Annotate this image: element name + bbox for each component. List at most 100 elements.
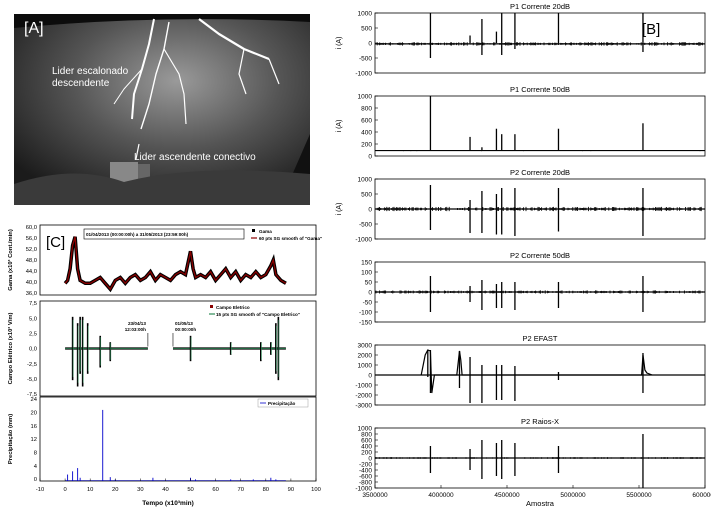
panel-c-label: [C] xyxy=(46,234,65,251)
y-tick-label: 56,0 xyxy=(26,236,37,242)
y-tick-label: 0 xyxy=(368,372,372,379)
x-tick-label: 90 xyxy=(288,487,294,493)
y-tick-label: 5,0 xyxy=(29,316,37,322)
y-tick-label: 1000 xyxy=(358,10,373,17)
y-tick-label: 1000 xyxy=(358,425,373,432)
y-tick-label: 48,0 xyxy=(26,258,37,264)
y-tick-label: 800 xyxy=(361,105,372,112)
legend-campo-smooth-label: 15 pts SG smooth of "Campo Eletrico" xyxy=(216,312,300,317)
date-range-text: 01/04/2013 (00:00:00h) a 31/05/2013 (23:… xyxy=(86,232,189,237)
y-tick-label: 1000 xyxy=(358,362,373,369)
annotation-descending-leader-line2: descendente xyxy=(52,78,110,89)
y-tick-label: 60,0 xyxy=(26,225,37,231)
plot-frame xyxy=(39,224,317,296)
x-tick-label: 3500000 xyxy=(362,492,388,499)
y-tick-label: 2000 xyxy=(358,352,373,359)
y-tick-label: 16 xyxy=(31,424,37,430)
x-tick-label: 80 xyxy=(263,487,269,493)
y-axis-label: i (A) xyxy=(336,37,343,50)
plot-frame xyxy=(39,396,317,482)
gap-end-date: 01/05/13 xyxy=(175,321,193,326)
gap-start-date: 23/04/13 xyxy=(128,321,146,326)
y-tick-label: 0 xyxy=(368,206,372,213)
x-tick-label: 70 xyxy=(238,487,244,493)
y-tick-label: 200 xyxy=(361,449,372,456)
legend-campo-marker xyxy=(210,305,213,308)
lightning-photo-svg xyxy=(14,14,310,205)
y-tick-label: 12 xyxy=(31,437,37,443)
y-tick-label: 52,0 xyxy=(26,247,37,253)
legend-gama-label: Gama xyxy=(259,229,272,234)
y-tick-label: 100 xyxy=(361,269,372,276)
y-tick-label: 0 xyxy=(368,289,372,296)
y-tick-label: -1000 xyxy=(355,236,372,243)
x-tick-label: 10 xyxy=(87,487,93,493)
legend-smooth-label: 60 pts SG smooth of "Gama" xyxy=(259,236,322,241)
y-tick-label: -600 xyxy=(359,473,372,480)
y-tick-label: 800 xyxy=(361,431,372,438)
y-axis-label: i (A) xyxy=(336,120,343,133)
panel-b-label: [B] xyxy=(642,21,660,38)
y-tick-label: 36,0 xyxy=(26,291,37,297)
y-tick-label: 24 xyxy=(31,397,38,403)
panel-a-label: [A] xyxy=(24,20,44,37)
plot-0: P1 Corrente 20dB 1000 500 0 -500 -1000 i (A) xyxy=(336,2,706,77)
y-tick-label: 600 xyxy=(361,117,372,124)
y-tick-label: -1000 xyxy=(355,70,372,77)
y-tick-label: 0 xyxy=(34,477,37,483)
y-tick-label: 4 xyxy=(34,464,38,470)
y-tick-label: -2000 xyxy=(355,392,372,399)
y-tick-label: 400 xyxy=(361,129,372,136)
lightning-photo: [A] Lider escalonado descendente Lider a… xyxy=(14,14,310,205)
y-tick-label: -800 xyxy=(359,479,372,486)
plot-1: P1 Corrente 50dB 1000 800 600 400 200 0 i (A) xyxy=(336,85,706,160)
x-axis-label: Amostra xyxy=(526,499,555,508)
y-tick-label: 0 xyxy=(368,455,372,462)
y-tick-label: 1000 xyxy=(358,93,373,100)
plot-frame xyxy=(374,95,706,157)
legend-precip-label: Precipitação xyxy=(268,401,296,406)
y-tick-label: 600 xyxy=(361,437,372,444)
plot-frame xyxy=(39,300,317,397)
legend-gama-marker xyxy=(252,229,255,232)
y-tick-label: 50 xyxy=(365,279,373,286)
x-tick-label: 40 xyxy=(162,487,168,493)
y-tick-label: 0,0 xyxy=(29,347,37,353)
legend-precip-box xyxy=(257,398,309,408)
y-axis-label: Precipitação (mm) xyxy=(8,414,14,464)
x-tick-label: 6000000 xyxy=(692,492,711,499)
y-tick-label: -100 xyxy=(359,309,372,316)
y-tick-label: 500 xyxy=(361,191,372,198)
gama-smooth-series xyxy=(64,236,287,291)
gap-end-time: 00:00:00h xyxy=(175,327,196,332)
x-tick-label: 0 xyxy=(63,487,66,493)
y-tick-label: -200 xyxy=(359,461,372,468)
x-tick-label: 20 xyxy=(112,487,118,493)
y-tick-label: 150 xyxy=(361,259,372,266)
plot-3: P2 Corrente 50dB 150 100 50 0 -50 -100 -150 xyxy=(359,251,706,326)
x-tick-label: 50 xyxy=(187,487,193,493)
plot-4: P2 EFAST 3000 2000 1000 0 -1000 -2000 -3000 xyxy=(355,334,706,409)
plot-title: P2 EFAST xyxy=(522,334,557,343)
y-tick-label: 200 xyxy=(361,141,372,148)
y-axis-label: i (A) xyxy=(336,203,343,216)
c-plot-0: 60,0 56,0 52,0 48,0 44,0 40,0 36,0 Gama (x10³ C… xyxy=(7,224,322,297)
y-tick-label: 44,0 xyxy=(26,269,37,275)
y-tick-label: -150 xyxy=(359,319,372,326)
x-tick-label: 100 xyxy=(311,487,321,493)
y-tick-label: 20 xyxy=(31,411,37,417)
plot-2: P2 Corrente 20dB 1000 500 0 -500 -1000 i (A) xyxy=(336,168,706,243)
c-plot-1: 7,5 5,0 2,5 0,0 -2,5 -5,0 -7,5 Campo Elétrico (… xyxy=(7,300,317,398)
x-tick-label: 4000000 xyxy=(428,492,454,499)
y-tick-label: 8 xyxy=(34,451,37,457)
panel-c: [C] 60,0 56,0 52,0 48,0 44,0 40,0 36,0 Gama (x10… xyxy=(0,213,330,509)
date-range-box xyxy=(83,228,245,240)
y-tick-label: -2,5 xyxy=(27,362,37,368)
y-tick-label: 0 xyxy=(368,153,372,160)
x-tick-label: 30 xyxy=(137,487,143,493)
y-tick-label: -500 xyxy=(359,55,372,62)
plot-title: P1 Corrente 20dB xyxy=(510,2,570,11)
y-tick-label: 500 xyxy=(361,25,372,32)
annotation-descending-leader-line1: Lider escalonado xyxy=(52,66,129,77)
x-tick-label: 60 xyxy=(212,487,218,493)
